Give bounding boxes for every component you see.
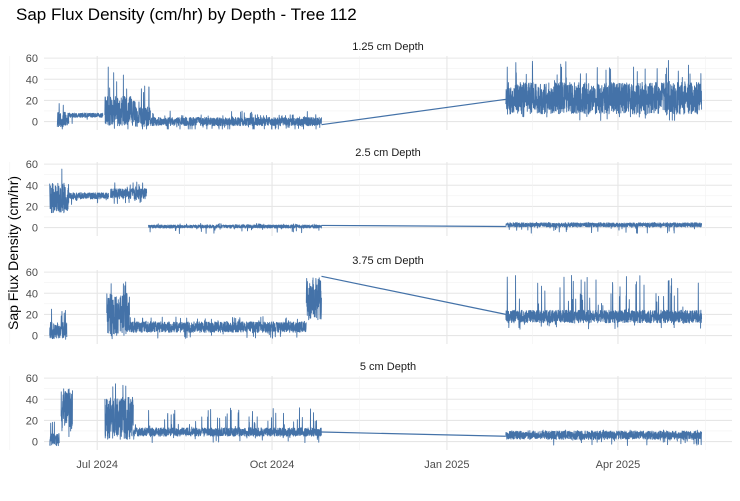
y-tick-label: 60 [26, 267, 38, 279]
series-segment [305, 277, 322, 321]
series-segment [60, 388, 73, 438]
y-axis-title: Sap Flux Density (cm/hr) [5, 176, 21, 330]
series-segment [49, 421, 60, 447]
y-tick-label: 20 [26, 95, 38, 107]
y-tick-label: 40 [26, 394, 38, 406]
panel-3: 3.75 cm Depth 0 20 40 60 [9, 255, 732, 344]
series-segment [106, 281, 130, 340]
panel-label: 3.75 cm Depth [352, 255, 424, 267]
x-tick-label: Jul 2024 [76, 459, 118, 471]
y-tick-label: 0 [32, 331, 38, 343]
series-segment [49, 308, 68, 340]
series-segment [505, 60, 703, 121]
panel-2: 2.5 cm Depth 0 20 40 60 [9, 147, 732, 236]
series-segment [104, 383, 134, 440]
panel-label: 5 cm Depth [360, 361, 416, 373]
series-segment [505, 221, 703, 234]
panel-label: 1.25 cm Depth [352, 41, 424, 53]
series-segment [68, 112, 104, 124]
series-segment [132, 407, 322, 444]
series-connector [321, 98, 506, 126]
series-segment [148, 222, 322, 234]
y-tick-label: 20 [26, 201, 38, 213]
series-segment [49, 168, 70, 214]
y-tick-label: 40 [26, 288, 38, 300]
y-tick-label: 20 [26, 415, 38, 427]
y-tick-label: 60 [26, 53, 38, 65]
series-segment [505, 275, 703, 330]
series-connector [321, 224, 506, 228]
series-segment [134, 85, 151, 130]
series-connector [321, 431, 506, 437]
x-tick-label: Oct 2024 [250, 459, 295, 471]
series-segment [129, 316, 307, 339]
chart-title: Sap Flux Density (cm/hr) by Depth - Tree… [16, 5, 357, 24]
series-segment [56, 103, 70, 130]
panel-4: 5 cm Depth 0 20 40 60 [9, 361, 732, 450]
series-connector [321, 275, 506, 315]
y-tick-label: 0 [32, 117, 38, 129]
y-tick-label: 40 [26, 180, 38, 192]
series-segment [104, 66, 136, 130]
series-segment [149, 110, 322, 130]
x-tick-label: Jan 2025 [424, 459, 469, 471]
y-tick-label: 40 [26, 74, 38, 86]
y-tick-label: 60 [26, 159, 38, 171]
panel-label: 2.5 cm Depth [355, 147, 420, 159]
y-tick-label: 0 [32, 437, 38, 449]
y-tick-label: 0 [32, 223, 38, 235]
x-axis: Jul 2024 Oct 2024 Jan 2025 Apr 2025 [76, 459, 640, 471]
y-tick-label: 20 [26, 309, 38, 321]
y-tick-label: 60 [26, 373, 38, 385]
series-segment [68, 192, 110, 205]
series-segment [505, 429, 703, 446]
x-tick-label: Apr 2025 [596, 459, 641, 471]
series-segment [110, 181, 148, 204]
panel-1: 1.25 cm Depth 0 20 40 60 [9, 41, 732, 130]
